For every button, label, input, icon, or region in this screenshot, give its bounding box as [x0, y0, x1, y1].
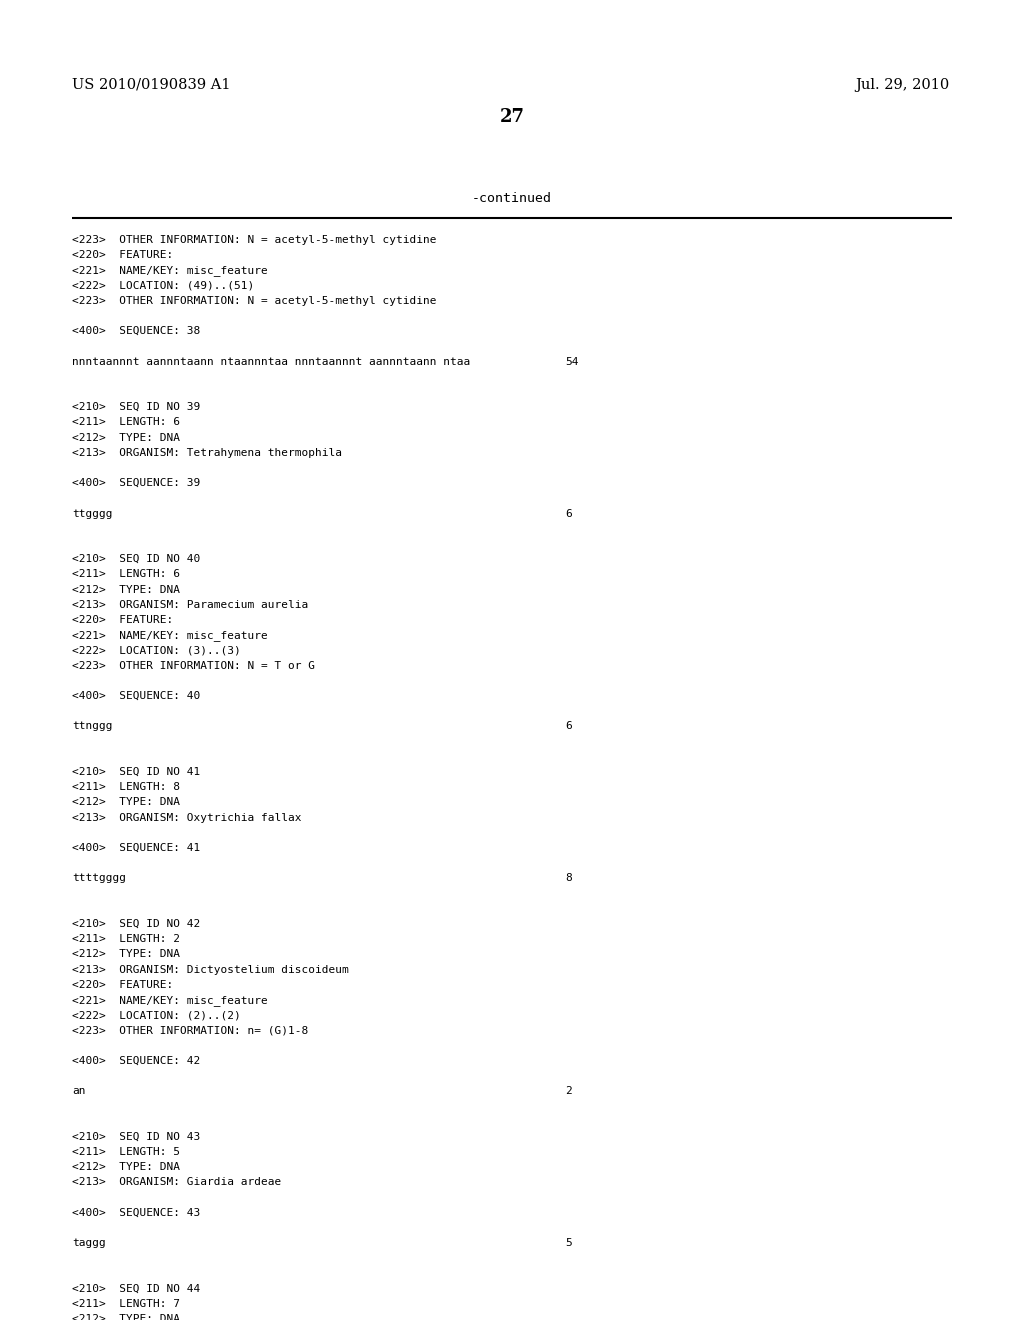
Text: <210>  SEQ ID NO 39: <210> SEQ ID NO 39: [72, 403, 201, 412]
Text: Jul. 29, 2010: Jul. 29, 2010: [856, 78, 950, 92]
Text: 54: 54: [565, 356, 579, 367]
Text: <213>  ORGANISM: Giardia ardeae: <213> ORGANISM: Giardia ardeae: [72, 1177, 282, 1188]
Text: <212>  TYPE: DNA: <212> TYPE: DNA: [72, 949, 180, 960]
Text: <212>  TYPE: DNA: <212> TYPE: DNA: [72, 797, 180, 808]
Text: <212>  TYPE: DNA: <212> TYPE: DNA: [72, 433, 180, 442]
Text: <222>  LOCATION: (3)..(3): <222> LOCATION: (3)..(3): [72, 645, 241, 656]
Text: 6: 6: [565, 508, 571, 519]
Text: <400>  SEQUENCE: 41: <400> SEQUENCE: 41: [72, 843, 201, 853]
Text: <211>  LENGTH: 6: <211> LENGTH: 6: [72, 569, 180, 579]
Text: <210>  SEQ ID NO 42: <210> SEQ ID NO 42: [72, 919, 201, 929]
Text: 5: 5: [565, 1238, 571, 1249]
Text: taggg: taggg: [72, 1238, 105, 1249]
Text: <220>  FEATURE:: <220> FEATURE:: [72, 979, 173, 990]
Text: <223>  OTHER INFORMATION: N = T or G: <223> OTHER INFORMATION: N = T or G: [72, 660, 315, 671]
Text: <211>  LENGTH: 8: <211> LENGTH: 8: [72, 783, 180, 792]
Text: <222>  LOCATION: (2)..(2): <222> LOCATION: (2)..(2): [72, 1010, 241, 1020]
Text: <211>  LENGTH: 6: <211> LENGTH: 6: [72, 417, 180, 428]
Text: 8: 8: [565, 874, 571, 883]
Text: <213>  ORGANISM: Paramecium aurelia: <213> ORGANISM: Paramecium aurelia: [72, 599, 308, 610]
Text: <221>  NAME/KEY: misc_feature: <221> NAME/KEY: misc_feature: [72, 995, 267, 1006]
Text: <212>  TYPE: DNA: <212> TYPE: DNA: [72, 1162, 180, 1172]
Text: <220>  FEATURE:: <220> FEATURE:: [72, 251, 173, 260]
Text: <211>  LENGTH: 2: <211> LENGTH: 2: [72, 935, 180, 944]
Text: nnntaannnt aannntaann ntaannntaa nnntaannnt aannntaann ntaa: nnntaannnt aannntaann ntaannntaa nnntaan…: [72, 356, 470, 367]
Text: ttgggg: ttgggg: [72, 508, 113, 519]
Text: 6: 6: [565, 722, 571, 731]
Text: <221>  NAME/KEY: misc_feature: <221> NAME/KEY: misc_feature: [72, 630, 267, 642]
Text: <400>  SEQUENCE: 43: <400> SEQUENCE: 43: [72, 1208, 201, 1218]
Text: <213>  ORGANISM: Tetrahymena thermophila: <213> ORGANISM: Tetrahymena thermophila: [72, 447, 342, 458]
Text: <212>  TYPE: DNA: <212> TYPE: DNA: [72, 1315, 180, 1320]
Text: <223>  OTHER INFORMATION: n= (G)1-8: <223> OTHER INFORMATION: n= (G)1-8: [72, 1026, 308, 1035]
Text: <222>  LOCATION: (49)..(51): <222> LOCATION: (49)..(51): [72, 281, 254, 290]
Text: <211>  LENGTH: 7: <211> LENGTH: 7: [72, 1299, 180, 1309]
Text: <223>  OTHER INFORMATION: N = acetyl-5-methyl cytidine: <223> OTHER INFORMATION: N = acetyl-5-me…: [72, 235, 436, 246]
Text: <221>  NAME/KEY: misc_feature: <221> NAME/KEY: misc_feature: [72, 265, 267, 276]
Text: <210>  SEQ ID NO 43: <210> SEQ ID NO 43: [72, 1131, 201, 1142]
Text: 2: 2: [565, 1086, 571, 1096]
Text: <400>  SEQUENCE: 42: <400> SEQUENCE: 42: [72, 1056, 201, 1065]
Text: <210>  SEQ ID NO 40: <210> SEQ ID NO 40: [72, 554, 201, 564]
Text: <212>  TYPE: DNA: <212> TYPE: DNA: [72, 585, 180, 594]
Text: ttttgggg: ttttgggg: [72, 874, 126, 883]
Text: an: an: [72, 1086, 85, 1096]
Text: US 2010/0190839 A1: US 2010/0190839 A1: [72, 78, 230, 92]
Text: <210>  SEQ ID NO 44: <210> SEQ ID NO 44: [72, 1284, 201, 1294]
Text: <213>  ORGANISM: Oxytrichia fallax: <213> ORGANISM: Oxytrichia fallax: [72, 813, 301, 822]
Text: -continued: -continued: [472, 191, 552, 205]
Text: <223>  OTHER INFORMATION: N = acetyl-5-methyl cytidine: <223> OTHER INFORMATION: N = acetyl-5-me…: [72, 296, 436, 306]
Text: <400>  SEQUENCE: 40: <400> SEQUENCE: 40: [72, 690, 201, 701]
Text: <400>  SEQUENCE: 39: <400> SEQUENCE: 39: [72, 478, 201, 488]
Text: <400>  SEQUENCE: 38: <400> SEQUENCE: 38: [72, 326, 201, 337]
Text: <211>  LENGTH: 5: <211> LENGTH: 5: [72, 1147, 180, 1158]
Text: ttnggg: ttnggg: [72, 722, 113, 731]
Text: 27: 27: [500, 108, 524, 125]
Text: <220>  FEATURE:: <220> FEATURE:: [72, 615, 173, 624]
Text: <213>  ORGANISM: Dictyostelium discoideum: <213> ORGANISM: Dictyostelium discoideum: [72, 965, 349, 974]
Text: <210>  SEQ ID NO 41: <210> SEQ ID NO 41: [72, 767, 201, 777]
